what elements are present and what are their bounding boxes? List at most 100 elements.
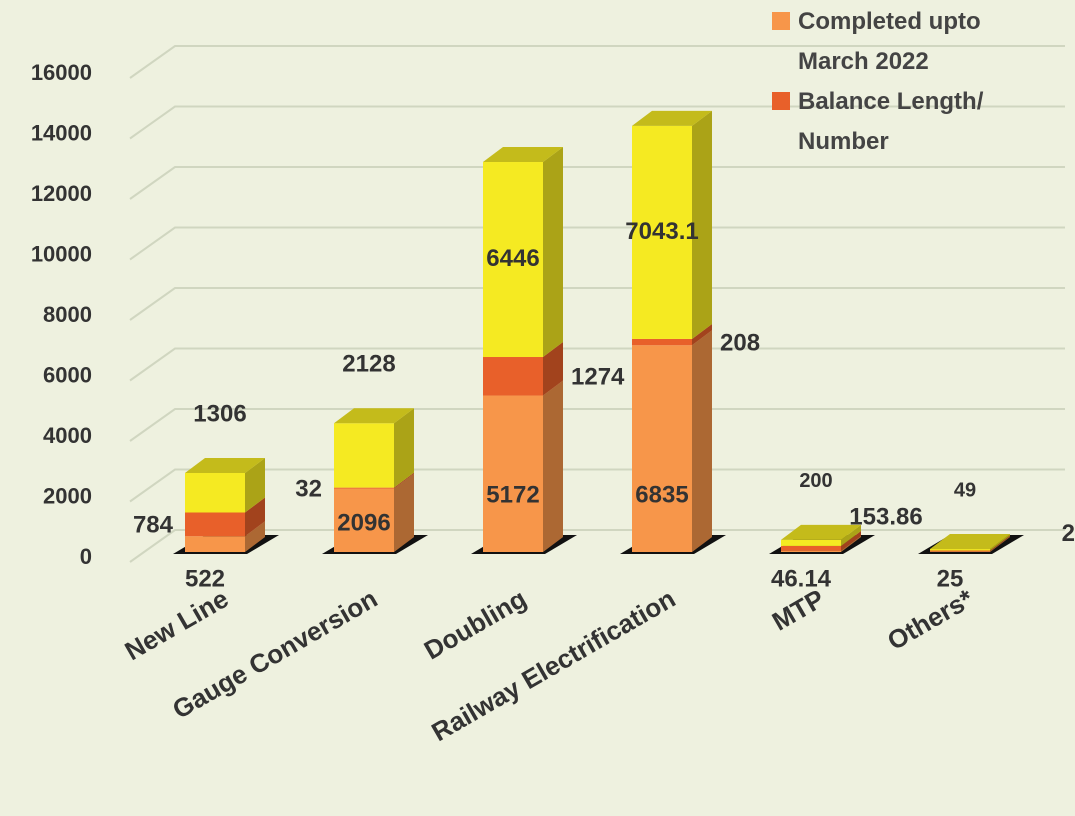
y-tick-label: 12000 <box>31 181 92 206</box>
bar-top-shade <box>483 147 563 163</box>
grid-line <box>129 45 1065 79</box>
bar-segment <box>483 342 563 396</box>
bar <box>930 549 990 551</box>
bar-side-shade <box>245 457 265 513</box>
bar-side-shade <box>692 323 712 346</box>
bar-segment <box>930 535 1010 552</box>
grid-line <box>129 226 1065 261</box>
bar-segment <box>334 472 414 489</box>
bar-segment <box>781 530 861 551</box>
bar-top <box>185 457 265 473</box>
bar <box>632 338 692 346</box>
bar-side-shade <box>692 110 712 339</box>
bar <box>930 551 990 552</box>
grid-line <box>129 347 1065 382</box>
bar-side-shade <box>692 330 712 552</box>
data-label: 200 <box>799 470 832 492</box>
bar-side <box>692 330 712 552</box>
bar-top <box>632 110 712 126</box>
bar-segment <box>334 408 414 488</box>
bar-side <box>394 408 414 488</box>
legend-label: Balance Length/ Number <box>798 88 984 155</box>
bar-side <box>990 535 1010 552</box>
bar-side-shade <box>245 497 265 537</box>
bar <box>185 536 245 552</box>
bar-side <box>394 472 414 489</box>
bar-top-shade <box>334 408 414 424</box>
bar-side <box>841 524 861 546</box>
bar-side <box>543 147 563 358</box>
legend: Completed upto March 2022 Balance Length/… <box>770 2 1010 162</box>
y-tick-label: 8000 <box>43 302 92 327</box>
bar-segment <box>185 457 265 513</box>
bar-side-shade <box>543 342 563 396</box>
bar-segment <box>781 524 861 546</box>
bar-side-shade <box>841 535 861 552</box>
bar-segment <box>632 330 712 552</box>
data-label: 6446 <box>486 245 539 272</box>
x-tick-label: New Line <box>120 583 234 666</box>
grid-line <box>129 166 1065 200</box>
y-tick-label: 14000 <box>31 120 92 145</box>
bar-side-shade <box>394 473 414 552</box>
bar-side <box>841 535 861 552</box>
bar-side-shade <box>394 472 414 489</box>
x-tick-label: Doubling <box>419 583 532 665</box>
bar-side <box>841 530 861 551</box>
grid-line <box>129 287 1065 321</box>
data-label: 6835 <box>635 481 688 508</box>
bar-segment <box>930 536 1010 552</box>
legend-swatch <box>772 12 790 30</box>
bar <box>185 512 245 537</box>
grid-line <box>129 529 1065 563</box>
bar-segment <box>632 110 712 339</box>
data-label: 522 <box>185 565 225 592</box>
bar-side <box>990 536 1010 552</box>
bar-segment <box>930 534 1010 551</box>
grid-line <box>129 468 1065 503</box>
bar-side <box>692 110 712 339</box>
bar-top-shade <box>930 534 1010 550</box>
bar <box>483 357 543 396</box>
bar-top-shade <box>632 110 712 126</box>
data-label: 153.86 <box>849 503 922 530</box>
bar-side-shade <box>990 536 1010 552</box>
bar-side <box>543 342 563 396</box>
bar <box>334 488 394 552</box>
bar-side-shade <box>543 380 563 552</box>
bar <box>334 423 394 488</box>
bar-side <box>990 534 1010 551</box>
bar-side-shade <box>394 408 414 488</box>
bar <box>334 487 394 489</box>
data-label: 208 <box>720 329 760 356</box>
bar-side <box>245 457 265 513</box>
bar-segment <box>483 147 563 358</box>
x-tick-label: Railway Electrification <box>426 583 680 747</box>
bar-top <box>930 534 1010 550</box>
bar <box>781 550 841 552</box>
bar-top <box>781 524 861 540</box>
bar-segment <box>334 473 414 552</box>
data-label: 2128 <box>342 351 395 378</box>
bar-side-shade <box>543 147 563 358</box>
data-label: 784 <box>133 512 174 539</box>
grid-line <box>129 105 1065 140</box>
y-tick-label: 10000 <box>31 241 92 266</box>
bar <box>632 125 692 339</box>
bar-side <box>245 497 265 537</box>
bar-top-shade <box>185 457 265 473</box>
legend-item: Balance Length/ Number <box>770 82 1010 162</box>
data-label: 1306 <box>193 400 246 427</box>
bar-side-shade <box>990 535 1010 552</box>
grid-line <box>129 408 1065 442</box>
bar-top <box>483 147 563 163</box>
legend-label: Completed upto March 2022 <box>798 8 981 75</box>
bar-side <box>245 521 265 552</box>
bar <box>483 162 543 358</box>
bar-segment <box>483 380 563 552</box>
legend-swatch <box>772 92 790 110</box>
bar-side <box>543 380 563 552</box>
legend-item: Completed upto March 2022 <box>770 2 1010 82</box>
